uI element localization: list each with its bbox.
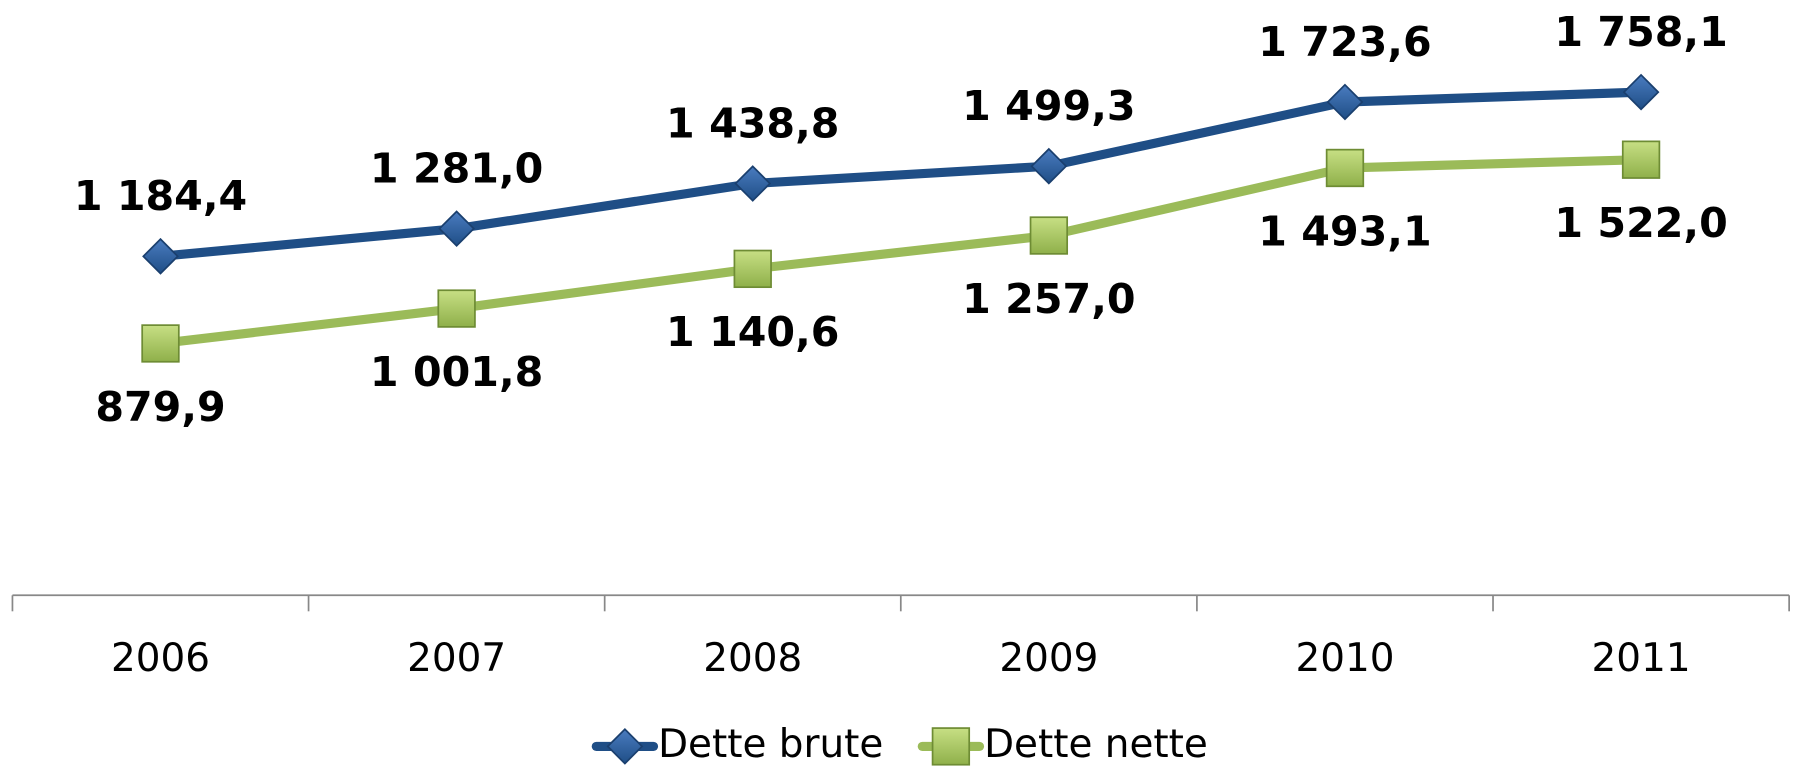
data-label: 1 184,4 [74,172,247,220]
x-tick-label: 2006 [111,636,210,681]
legend-label: Dette nette [984,722,1208,767]
marker [142,237,179,275]
marker [734,165,772,202]
marker [1326,83,1364,121]
x-tick-label: 2009 [999,636,1098,681]
marker [141,324,180,363]
legend-label: Dette brute [658,722,883,767]
x-tick-label: 2008 [703,636,802,681]
marker [437,289,476,328]
x-tick-label: 2007 [407,636,506,681]
data-label: 1 001,8 [370,348,543,396]
marker [1621,140,1661,179]
x-tick-label: 2010 [1295,636,1394,681]
marker [1029,216,1069,255]
data-label: 1 140,6 [666,308,839,356]
legend-marker [931,727,971,766]
data-label: 1 499,3 [962,82,1135,130]
data-label: 1 493,1 [1258,207,1431,255]
data-label: 1 257,0 [962,275,1135,323]
series-line [159,155,1642,349]
marker [733,249,772,289]
data-label: 1 723,6 [1258,18,1431,66]
marker [1325,148,1365,188]
data-label: 1 438,8 [666,99,839,147]
marker [1622,73,1660,111]
data-label: 1 758,1 [1554,8,1727,56]
data-label: 879,9 [95,383,225,431]
data-label: 1 281,0 [370,144,543,192]
x-tick-label: 2011 [1592,636,1691,681]
legend-marker [606,728,644,765]
marker [1030,147,1068,185]
data-label: 1 522,0 [1554,199,1727,247]
series-line [160,87,1642,261]
marker [438,210,476,248]
